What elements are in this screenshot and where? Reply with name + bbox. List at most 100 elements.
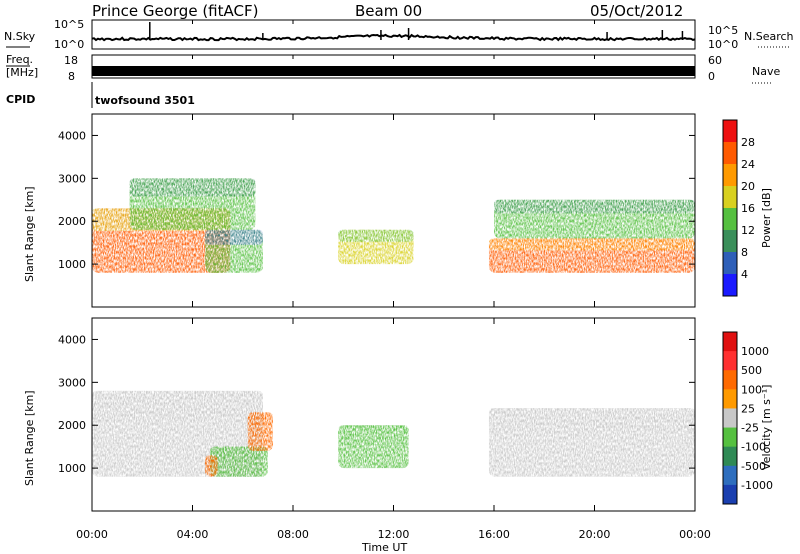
heatmap-cell: [205, 229, 263, 245]
colorbar-swatch: [723, 274, 737, 297]
y-tick-label: 3000: [58, 172, 86, 185]
nsearch-tick-high: 10^5: [708, 24, 738, 37]
y-tick-label: 2000: [58, 419, 86, 432]
colorbar-tick-label: 20: [741, 180, 755, 193]
nave-tick-low: 0: [708, 70, 715, 83]
heatmap-region: [488, 408, 695, 477]
velocity-colorbar-label: Velocity [m s⁻¹]: [760, 385, 773, 470]
heatmap-region: [205, 455, 218, 477]
nsky-tick-low: 10^0: [54, 38, 84, 51]
colorbar-swatch: [723, 408, 737, 429]
x-tick-label: 20:00: [579, 528, 611, 541]
colorbar-swatch: [723, 332, 737, 352]
nsearch-tick-low: 10^0: [708, 38, 738, 51]
y-tick-label: 1000: [58, 462, 86, 475]
x-tick-label: 12:00: [378, 528, 410, 541]
colorbar-tick-label: 500: [741, 364, 762, 377]
cpid-label: CPID: [6, 93, 35, 106]
colorbar-swatch: [723, 427, 737, 448]
y-tick-label: 2000: [58, 215, 86, 228]
freq-label-line2: [MHz]: [6, 66, 38, 79]
heatmap-cell: [205, 455, 218, 463]
colorbar-swatch: [723, 370, 737, 390]
colorbar-tick-label: -25: [741, 422, 759, 435]
colorbar-tick-label: 100: [741, 383, 762, 396]
date-title: 05/Oct/2012: [590, 2, 683, 20]
nsky-trace: [91, 33, 696, 42]
colorbar-tick-label: 16: [741, 202, 755, 215]
colorbar-swatch: [723, 142, 737, 165]
heatmap-cell: [247, 412, 273, 426]
station-title: Prince George (fitACF): [92, 2, 258, 20]
freq-trace-band: [92, 66, 695, 76]
heatmap-cell: [129, 178, 256, 197]
colorbar-tick-label: 24: [741, 158, 755, 171]
colorbar-swatch: [723, 230, 737, 253]
nsky-spikes: [149, 22, 684, 40]
power-data-layer: [92, 178, 695, 273]
x-tick-label: 04:00: [177, 528, 209, 541]
colorbar-frame: [722, 331, 738, 505]
y-tick-label: 4000: [58, 129, 86, 142]
nsky-panel: [91, 19, 696, 50]
colorbar-swatch: [723, 208, 737, 231]
x-tick-label: 00:00: [76, 528, 108, 541]
x-tick-label: 08:00: [277, 528, 309, 541]
colorbar-swatch: [723, 351, 737, 371]
colorbar-swatch: [723, 484, 737, 505]
heatmap-region: [247, 412, 273, 451]
heatmap-region: [488, 238, 695, 273]
colorbar-swatch: [723, 446, 737, 467]
heatmap-cell: [338, 425, 409, 441]
power-ylabel: Slant Range [km]: [23, 186, 36, 282]
power-colorbar: 4 8 12 16 20 24 28: [722, 119, 755, 297]
colorbar-tick-label: 1000: [741, 345, 769, 358]
colorbar-tick-label: 28: [741, 136, 755, 149]
nsearch-label: N.Search: [744, 30, 794, 43]
power-y-ticks: 1000 2000 3000 4000: [58, 129, 695, 271]
x-tick-label: 16:00: [478, 528, 510, 541]
colorbar-swatch: [723, 186, 737, 209]
freq-tick-low: 8: [68, 70, 75, 83]
colorbar-swatch: [723, 465, 737, 486]
colorbar-frame: [722, 119, 738, 297]
velocity-y-ticks: 1000 2000 3000 4000: [58, 333, 695, 475]
power-colorbar-label: Power [dB]: [760, 188, 773, 248]
colorbar-tick-label: -100: [741, 441, 766, 454]
colorbar-tick-label: 12: [741, 224, 755, 237]
y-tick-label: 1000: [58, 258, 86, 271]
beam-title: Beam 00: [355, 2, 422, 20]
colorbar-tick-label: 4: [741, 268, 748, 281]
heatmap-cell: [494, 199, 695, 214]
colorbar-swatch: [723, 389, 737, 409]
freq-label-line1: Freq.: [6, 53, 33, 66]
nave-label: Nave: [752, 65, 780, 78]
colorbar-tick-label: 8: [741, 246, 748, 259]
colorbar-tick-label: -1000: [741, 479, 773, 492]
heatmap-region: [338, 229, 414, 265]
heatmap-region: [494, 199, 695, 239]
y-tick-label: 4000: [58, 333, 86, 346]
nsky-tick-high: 10^5: [54, 18, 84, 31]
heatmap-cell: [338, 229, 414, 242]
heatmap-cell: [488, 408, 695, 433]
colorbar-tick-label: 25: [741, 402, 755, 415]
nsky-label: N.Sky: [4, 30, 36, 43]
velocity-colorbar: 1000 500 100 25 -25 -100 -500 -1000: [722, 331, 773, 505]
x-tick-label: 00:00: [679, 528, 711, 541]
y-tick-label: 3000: [58, 376, 86, 389]
heatmap-region: [338, 425, 409, 469]
x-axis-label: Time UT: [361, 541, 407, 554]
heatmap-region: [129, 178, 256, 230]
colorbar-swatch: [723, 252, 737, 275]
heatmap-cell: [488, 238, 695, 251]
velocity-ylabel: Slant Range [km]: [23, 390, 36, 486]
colorbar-tick-label: -500: [741, 460, 766, 473]
heatmap-region: [205, 229, 263, 273]
nave-tick-high: 60: [708, 54, 722, 67]
heatmap-cell: [92, 390, 263, 421]
colorbar-swatch: [723, 164, 737, 187]
colorbar-swatch: [723, 120, 737, 143]
velocity-data-layer: [92, 390, 695, 477]
